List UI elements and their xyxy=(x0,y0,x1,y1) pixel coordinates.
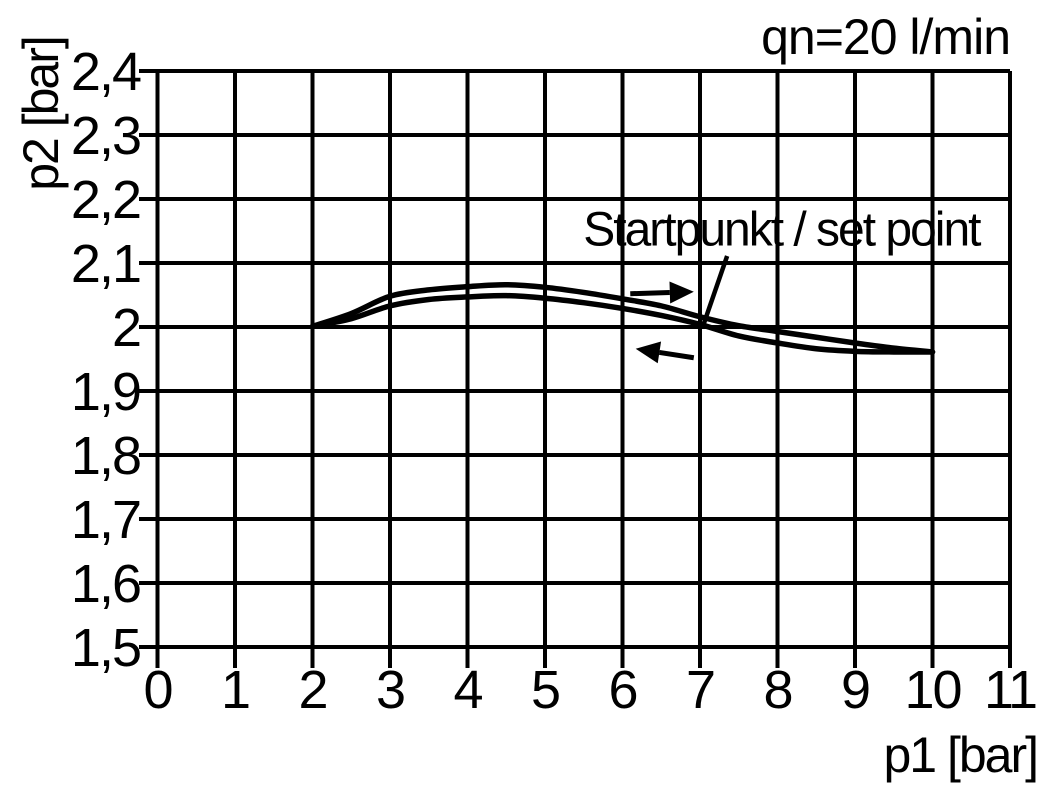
curves xyxy=(309,282,936,355)
flow-rate-annotation: qn=20 l/min xyxy=(761,9,1010,65)
annotations xyxy=(630,255,730,364)
x-tick-label: 7 xyxy=(686,660,714,720)
x-tick-label: 9 xyxy=(841,660,869,720)
y-tick-label: 2 xyxy=(112,298,140,358)
return-direction-arrow-head xyxy=(635,341,662,364)
y-tick-label: 1,5 xyxy=(71,618,140,678)
axis-ticks xyxy=(139,69,1012,668)
x-tick-label: 11 xyxy=(984,660,1036,720)
x-tick-label: 3 xyxy=(376,660,404,720)
y-axis-title: p2 [bar] xyxy=(13,37,69,191)
x-tick-label: 2 xyxy=(298,660,326,720)
x-tick-label: 1 xyxy=(221,660,249,720)
return-direction-arrow-shaft xyxy=(659,349,695,361)
x-tick-label: 8 xyxy=(763,660,791,720)
x-axis-title: p1 [bar] xyxy=(883,727,1037,783)
y-tick-label: 2,1 xyxy=(71,234,140,294)
set-point-leader-line xyxy=(700,255,730,327)
y-tick-label: 1,9 xyxy=(71,362,140,422)
x-tick-label: 6 xyxy=(608,660,636,720)
set-point-annotation-label: Startpunkt / set point xyxy=(583,204,981,257)
series-curve-upper-branch-increasing-p1 xyxy=(309,282,936,355)
y-tick-label: 2,2 xyxy=(71,170,140,230)
gridlines xyxy=(155,69,1012,649)
y-tick-label: 2,4 xyxy=(71,42,141,102)
x-tick-label: 4 xyxy=(453,660,482,720)
y-tick-label: 2,3 xyxy=(71,106,140,166)
y-tick-label: 1,8 xyxy=(71,426,140,486)
x-tick-label: 0 xyxy=(143,660,171,720)
y-tick-label: 1,6 xyxy=(71,554,140,614)
forward-direction-arrow-head xyxy=(669,281,694,304)
x-tick-label: 5 xyxy=(531,660,559,720)
x-tick-label: 10 xyxy=(904,660,960,720)
tick-labels: 0 1 2 3 4 5 6 7 8 9 10 111,51,61,71,81,922,12,22,32… xyxy=(71,42,1038,720)
series-curve-lower-branch-decreasing-p1 xyxy=(309,292,936,355)
forward-direction-arrow-shaft xyxy=(630,290,670,297)
y-tick-label: 1,7 xyxy=(71,490,140,550)
